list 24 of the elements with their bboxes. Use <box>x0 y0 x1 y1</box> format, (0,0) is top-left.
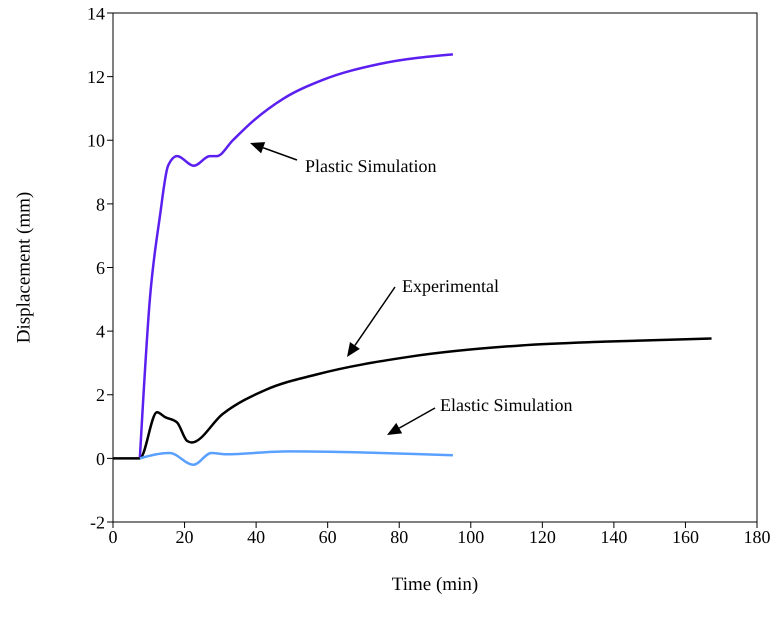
y-tick-label: 4 <box>96 322 105 342</box>
x-tick-label: 180 <box>744 526 770 547</box>
x-tick-label: 80 <box>390 526 408 547</box>
x-tick-label: 160 <box>672 526 699 547</box>
x-tick-label: 100 <box>457 526 484 547</box>
x-tick-label: 120 <box>528 526 556 547</box>
annotation: Experimental <box>402 276 499 296</box>
y-tick-label: 0 <box>96 448 105 469</box>
line-series <box>138 450 454 466</box>
x-tick-label: 0 <box>108 526 118 547</box>
x-tick-label: 20 <box>176 526 194 547</box>
y-tick-label: 10 <box>87 130 105 151</box>
x-tick-label: 140 <box>600 526 628 547</box>
annotation: Elastic Simulation <box>440 395 572 415</box>
y-axis-title: Displacement (mm) <box>14 192 35 344</box>
y-tick-label: 8 <box>96 194 105 214</box>
x-axis-title: Time (min) <box>392 574 478 595</box>
y-tick-label: 6 <box>96 258 105 278</box>
y-tick-label: 12 <box>87 67 105 88</box>
y-tick-label: -2 <box>90 512 105 532</box>
x-tick-label: 60 <box>318 526 337 547</box>
y-tick-label: 2 <box>96 385 105 406</box>
x-tick-label: 40 <box>247 526 266 547</box>
annotation: Plastic Simulation <box>305 156 437 176</box>
